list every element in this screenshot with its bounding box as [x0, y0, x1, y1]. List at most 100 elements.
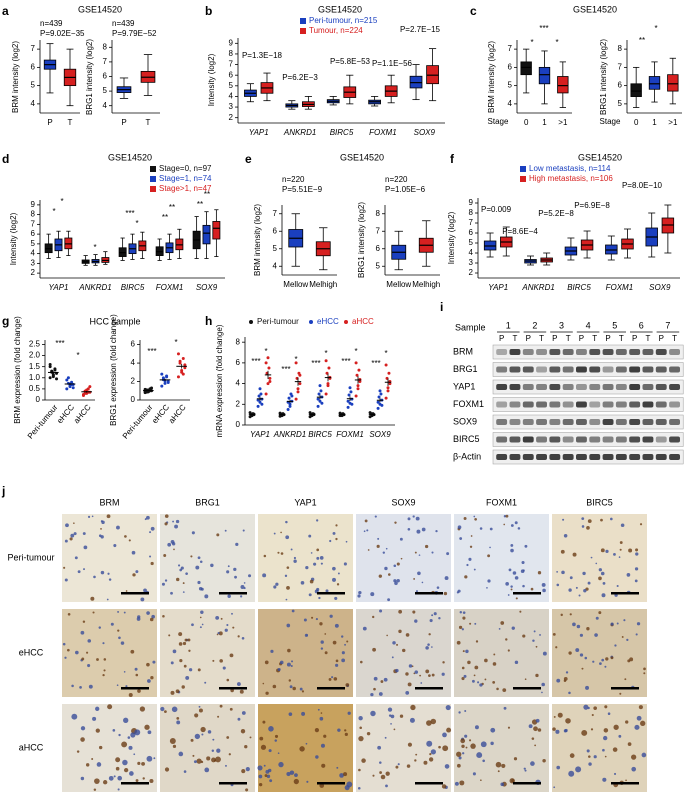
nucleus — [96, 658, 99, 661]
nucleus — [534, 744, 537, 747]
data-point — [51, 372, 55, 376]
data-point — [319, 389, 323, 393]
box — [557, 76, 569, 94]
row-label: eHCC — [19, 647, 44, 657]
nucleus — [508, 568, 512, 572]
nucleus — [224, 529, 227, 532]
nucleus — [178, 642, 183, 646]
nucleus — [593, 706, 597, 710]
nucleus — [480, 779, 482, 782]
data-point — [294, 361, 298, 365]
x-tick-label: SOX9 — [369, 430, 391, 439]
data-point — [378, 389, 382, 393]
y-tick-label: 8 — [236, 337, 241, 346]
nucleus — [130, 649, 135, 654]
scale-bar — [317, 782, 345, 785]
band — [549, 384, 561, 390]
scale-bar — [219, 687, 247, 690]
nucleus — [386, 634, 388, 637]
nucleus — [382, 551, 385, 554]
x-tick-label: FOXM1 — [369, 128, 397, 137]
nucleus — [194, 713, 199, 718]
nucleus — [393, 564, 397, 568]
nucleus — [316, 556, 320, 560]
annotation: n=220 — [282, 175, 305, 184]
data-point — [65, 387, 69, 391]
y-axis-label: BRM intensity (log2) — [487, 41, 496, 113]
nucleus — [392, 641, 396, 645]
data-point — [324, 359, 328, 363]
nucleus — [500, 782, 505, 787]
nucleus — [320, 640, 324, 644]
nucleus — [147, 730, 152, 735]
data-point — [257, 394, 261, 398]
nucleus — [200, 760, 204, 764]
nucleus — [390, 722, 392, 725]
nucleus — [219, 704, 223, 708]
data-point — [350, 402, 354, 406]
nucleus — [394, 521, 397, 524]
nucleus — [80, 737, 85, 742]
x-axis-label: Stage — [488, 117, 509, 126]
band — [509, 401, 521, 408]
annotation: P=6.2E−3 — [282, 73, 318, 82]
nucleus — [93, 788, 97, 791]
nucleus — [579, 633, 584, 637]
y-tick-label: 2 — [131, 377, 136, 386]
sample-number: 3 — [559, 320, 564, 330]
legend-label: aHCC — [352, 317, 374, 326]
nucleus — [179, 568, 183, 572]
scale-bar — [513, 592, 541, 595]
y-tick-label: 4 — [236, 379, 241, 388]
nucleus — [464, 734, 468, 738]
nucleus — [216, 533, 220, 537]
nucleus — [456, 751, 462, 757]
nucleus — [301, 711, 306, 716]
nucleus — [539, 634, 541, 636]
nucleus — [407, 682, 412, 687]
data-point — [268, 376, 272, 380]
nucleus — [172, 520, 174, 523]
nucleus — [306, 780, 309, 783]
data-point — [176, 375, 180, 379]
band — [562, 349, 574, 355]
data-point — [356, 387, 360, 391]
nucleus — [462, 616, 466, 620]
band — [669, 401, 680, 408]
data-point — [294, 397, 298, 401]
band — [576, 366, 587, 373]
nucleus — [581, 729, 588, 736]
nucleus — [412, 610, 416, 614]
nucleus — [160, 706, 165, 712]
x-tick-label: P — [121, 118, 126, 127]
nucleus — [425, 646, 429, 650]
scale-bar — [415, 782, 443, 785]
nucleus — [497, 770, 500, 773]
box — [667, 74, 679, 92]
nucleus — [164, 514, 169, 518]
nucleus — [427, 643, 430, 646]
nucleus — [142, 777, 145, 780]
nucleus — [513, 757, 518, 761]
band — [509, 454, 521, 460]
column-header: YAP1 — [294, 497, 316, 507]
nucleus — [293, 778, 299, 785]
annotation: P=1.05E−6 — [385, 185, 426, 194]
nucleus — [379, 761, 382, 764]
data-point — [316, 404, 320, 408]
nucleus — [405, 690, 410, 695]
y-tick-label: 2.5 — [29, 340, 41, 349]
nucleus — [71, 713, 78, 720]
band — [655, 349, 667, 355]
nucleus — [240, 729, 246, 734]
scale-bar — [611, 687, 639, 690]
band — [496, 401, 508, 408]
nucleus — [201, 733, 204, 736]
nucleus — [146, 611, 150, 615]
y-tick-label: 7 — [508, 44, 513, 53]
nucleus — [137, 689, 141, 693]
nucleus — [264, 774, 268, 777]
nucleus — [163, 553, 167, 557]
data-point — [288, 402, 292, 406]
